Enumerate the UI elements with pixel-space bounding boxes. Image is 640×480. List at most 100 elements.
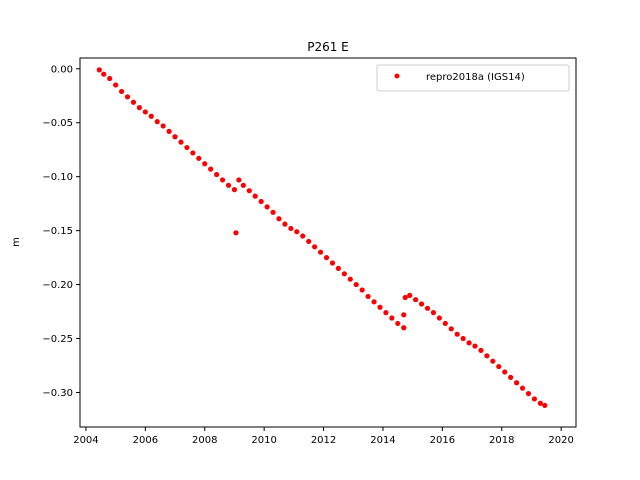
- data-point: [317, 249, 324, 255]
- data-point: [240, 182, 246, 188]
- data-point: [460, 335, 466, 342]
- data-point: [306, 238, 312, 245]
- data-point: [107, 75, 113, 82]
- y-tick-label: −0.10: [42, 172, 73, 183]
- data-point: [484, 353, 490, 359]
- data-point: [225, 182, 232, 188]
- data-point: [294, 229, 300, 235]
- data-point: [124, 94, 131, 100]
- y-tick-label: −0.30: [42, 388, 73, 399]
- data-point: [525, 390, 532, 397]
- data-point: [401, 325, 407, 331]
- data-point: [466, 340, 472, 346]
- legend: repro2018a (IGS14): [376, 64, 570, 92]
- data-point: [154, 119, 160, 125]
- data-point: [389, 315, 395, 321]
- data-point: [508, 374, 514, 380]
- y-tick-label: 0.00: [51, 64, 73, 75]
- data-point: [196, 155, 202, 161]
- data-point: [454, 331, 460, 337]
- data-point: [502, 369, 508, 375]
- x-tick-label: 2006: [133, 435, 158, 446]
- data-point: [184, 144, 190, 151]
- plot-frame: [79, 57, 577, 428]
- data-point: [136, 105, 142, 111]
- x-tick-label: 2004: [73, 435, 98, 446]
- x-tick-label: 2010: [251, 435, 276, 446]
- data-point: [407, 292, 413, 298]
- data-point: [96, 67, 102, 73]
- x-tick-label: 2016: [430, 435, 455, 446]
- data-point: [442, 320, 448, 327]
- legend-label: repro2018a (IGS14): [426, 72, 525, 83]
- data-point: [208, 166, 214, 172]
- data-point: [219, 177, 226, 183]
- data-point: [190, 150, 196, 156]
- data-point: [312, 244, 318, 250]
- data-point: [537, 400, 543, 406]
- data-point: [413, 297, 419, 303]
- data-point: [329, 260, 336, 266]
- x-tick-label: 2014: [370, 435, 395, 446]
- data-point: [323, 255, 330, 261]
- data-point: [252, 193, 258, 199]
- legend-marker: [394, 73, 400, 79]
- data-point: [430, 310, 437, 316]
- y-tick-label: −0.20: [42, 280, 73, 291]
- data-point: [101, 71, 107, 77]
- data-point: [514, 380, 520, 386]
- data-point: [478, 347, 484, 353]
- data-point: [276, 216, 282, 222]
- data-point: [341, 271, 347, 277]
- data-point: [472, 343, 478, 349]
- y-tick-label: −0.25: [42, 334, 73, 345]
- data-point: [531, 396, 538, 402]
- data-point: [264, 204, 270, 210]
- data-point: [371, 299, 377, 305]
- data-point: [202, 161, 208, 167]
- data-point: [402, 294, 408, 301]
- x-tick-label: 2008: [192, 435, 217, 446]
- data-point: [359, 287, 365, 293]
- chart-title: P261 E: [307, 40, 349, 54]
- data-point-outlier: [401, 312, 407, 318]
- data-point: [377, 304, 383, 310]
- data-point: [395, 320, 401, 327]
- data-point: [166, 128, 172, 134]
- data-point: [448, 326, 454, 332]
- data-point-outlier: [233, 230, 239, 236]
- y-axis: 0.00 −0.05 −0.10 −0.15 −0.20 −0.25 −0.30: [42, 64, 80, 399]
- data-point: [214, 171, 220, 178]
- data-point: [288, 225, 294, 232]
- data-point: [160, 123, 166, 129]
- data-point: [300, 233, 306, 239]
- data-point: [246, 188, 252, 194]
- data-point: [148, 113, 154, 119]
- data-point: [113, 82, 119, 88]
- x-tick-label: 2012: [311, 435, 336, 446]
- data-point: [178, 139, 184, 145]
- x-tick-label: 2020: [548, 435, 573, 446]
- data-point: [258, 198, 264, 205]
- data-point: [118, 88, 125, 95]
- data-point: [383, 310, 389, 316]
- data-point: [282, 221, 288, 227]
- data-point: [418, 301, 425, 307]
- data-point: [347, 276, 353, 282]
- data-point: [365, 293, 371, 300]
- data-point: [142, 109, 148, 115]
- data-point: [270, 209, 276, 215]
- data-point: [172, 134, 178, 140]
- data-point: [130, 99, 137, 105]
- legend-box: [376, 64, 570, 92]
- data-point: [335, 265, 341, 271]
- data-point: [496, 363, 502, 370]
- x-tick-label: 2018: [489, 435, 514, 446]
- y-tick-label: −0.05: [42, 118, 73, 129]
- data-point: [436, 315, 442, 321]
- data-point: [519, 385, 526, 391]
- x-axis: 2004 2006 2008 2010 2012 2014 2016 2018 2020: [73, 427, 574, 446]
- data-point: [424, 305, 431, 311]
- data-point: [353, 281, 359, 288]
